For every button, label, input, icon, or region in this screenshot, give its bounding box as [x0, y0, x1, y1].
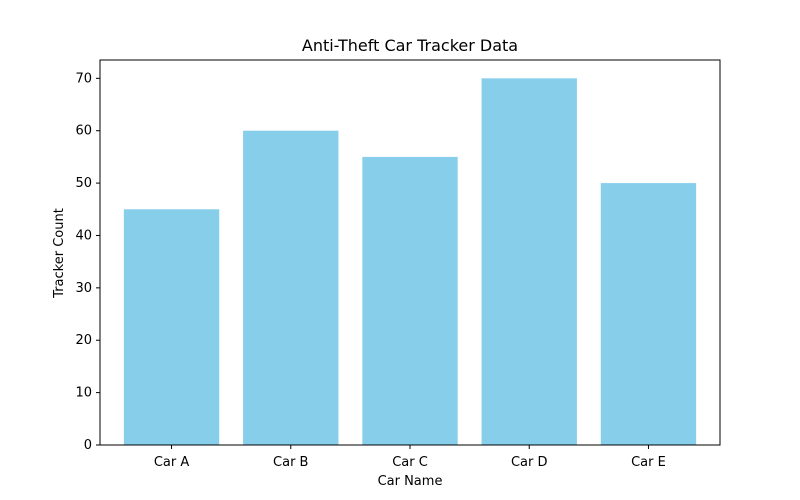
- bar-car-a: [123, 209, 220, 445]
- y-tick-label: 50: [75, 176, 92, 191]
- plot-area: [123, 78, 697, 445]
- bar-car-e: [600, 183, 697, 445]
- bar-car-b: [243, 130, 339, 445]
- x-tick-label: Car A: [154, 455, 190, 470]
- x-tick-label: Car C: [392, 455, 428, 470]
- y-tick-label: 40: [75, 228, 92, 243]
- x-tick-label: Car B: [273, 455, 308, 470]
- y-tick-label: 10: [75, 386, 92, 401]
- y-tick-label: 0: [84, 438, 92, 453]
- x-axis-label: Car Name: [378, 474, 443, 489]
- y-tick-label: 70: [75, 71, 92, 86]
- y-tick-label: 20: [75, 333, 92, 348]
- chart-title: Anti-Theft Car Tracker Data: [302, 36, 518, 55]
- y-axis: 0 10 20 30 40 50 60 70: [75, 71, 100, 453]
- x-axis: Car A Car B Car C Car D Car E: [154, 445, 666, 470]
- y-axis-label: Tracker Count: [52, 208, 67, 299]
- y-tick-label: 30: [75, 281, 92, 296]
- x-tick-label: Car D: [511, 455, 548, 470]
- x-tick-label: Car E: [631, 455, 666, 470]
- y-tick-label: 60: [75, 124, 92, 139]
- bar-car-c: [362, 156, 458, 445]
- bar-car-d: [481, 78, 577, 445]
